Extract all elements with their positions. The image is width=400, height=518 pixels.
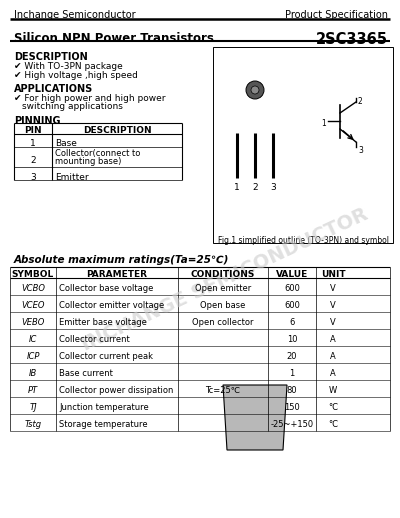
Text: W: W [329, 386, 337, 395]
Text: 10: 10 [287, 335, 297, 344]
Text: -25~+150: -25~+150 [270, 420, 314, 429]
Text: Collector current: Collector current [59, 335, 130, 344]
Text: A: A [330, 335, 336, 344]
Text: Emitter base voltage: Emitter base voltage [59, 318, 147, 327]
Text: V: V [330, 284, 336, 293]
Text: INCHANGE SEMICONDUCTOR: INCHANGE SEMICONDUCTOR [79, 205, 371, 355]
Text: 150: 150 [284, 403, 300, 412]
Text: VEBO: VEBO [21, 318, 45, 327]
Text: 6: 6 [289, 318, 295, 327]
Text: IB: IB [29, 369, 37, 378]
Text: °C: °C [328, 420, 338, 429]
Text: A: A [330, 352, 336, 361]
Text: SYMBOL: SYMBOL [12, 270, 54, 279]
Text: Collector(connect to: Collector(connect to [55, 149, 140, 158]
Circle shape [246, 81, 264, 99]
Text: V: V [330, 301, 336, 310]
Text: switching applications: switching applications [22, 102, 123, 111]
Text: 1: 1 [289, 369, 295, 378]
Text: 1: 1 [234, 183, 240, 192]
Text: mounting base): mounting base) [55, 157, 121, 166]
Text: Base current: Base current [59, 369, 113, 378]
Text: CONDITIONS: CONDITIONS [191, 270, 255, 279]
Text: Inchange Semiconductor: Inchange Semiconductor [14, 10, 136, 20]
Text: DESCRIPTION: DESCRIPTION [83, 126, 151, 135]
Text: Collector base voltage: Collector base voltage [59, 284, 153, 293]
Text: VCBO: VCBO [21, 284, 45, 293]
Text: 600: 600 [284, 301, 300, 310]
Text: 3: 3 [358, 146, 363, 155]
Text: 2: 2 [358, 97, 363, 106]
Text: Absolute maximum ratings(Ta=25℃): Absolute maximum ratings(Ta=25℃) [14, 255, 229, 265]
Bar [213, 47, 393, 243]
Text: Storage temperature: Storage temperature [59, 420, 148, 429]
Text: 600: 600 [284, 284, 300, 293]
Text: 2SC3365: 2SC3365 [316, 32, 388, 47]
Text: TJ: TJ [29, 403, 37, 412]
Text: Collector power dissipation: Collector power dissipation [59, 386, 173, 395]
Text: VALUE: VALUE [276, 270, 308, 279]
Text: PINNING: PINNING [14, 116, 60, 126]
Text: 1: 1 [30, 139, 36, 149]
Text: Base: Base [55, 139, 77, 149]
Text: PARAMETER: PARAMETER [86, 270, 148, 279]
Text: Tc=25℃: Tc=25℃ [206, 386, 240, 395]
Text: Collector emitter voltage: Collector emitter voltage [59, 301, 164, 310]
Text: 3: 3 [270, 183, 276, 192]
Text: Emitter: Emitter [55, 172, 89, 181]
Text: ✔ High voltage ,high speed: ✔ High voltage ,high speed [14, 71, 138, 80]
Text: A: A [330, 369, 336, 378]
Text: ICP: ICP [26, 352, 40, 361]
Text: 1: 1 [321, 119, 326, 128]
Text: DESCRIPTION: DESCRIPTION [14, 52, 88, 62]
Text: 20: 20 [287, 352, 297, 361]
Text: Open emitter: Open emitter [195, 284, 251, 293]
Text: PIN: PIN [24, 126, 42, 135]
Text: V: V [330, 318, 336, 327]
Text: Open collector: Open collector [192, 318, 254, 327]
Text: 2: 2 [252, 183, 258, 192]
Text: Silicon NPN Power Transistors: Silicon NPN Power Transistors [14, 32, 214, 45]
Text: 3: 3 [30, 172, 36, 181]
Text: ✔ With TO-3PN package: ✔ With TO-3PN package [14, 62, 123, 71]
Text: 2: 2 [30, 156, 36, 165]
Text: Tstg: Tstg [24, 420, 42, 429]
Text: PT: PT [28, 386, 38, 395]
Text: UNIT: UNIT [321, 270, 345, 279]
Text: Junction temperature: Junction temperature [59, 403, 149, 412]
Text: ✔ For high power and high power: ✔ For high power and high power [14, 94, 166, 103]
Text: Collector current peak: Collector current peak [59, 352, 153, 361]
Circle shape [251, 86, 259, 94]
Text: 80: 80 [287, 386, 297, 395]
Text: VCEO: VCEO [21, 301, 45, 310]
Text: Product Specification: Product Specification [285, 10, 388, 20]
Polygon shape [223, 385, 287, 450]
Text: Fig.1 simplified outline (TO-3PN) and symbol: Fig.1 simplified outline (TO-3PN) and sy… [218, 236, 388, 245]
Text: IC: IC [29, 335, 37, 344]
Text: °C: °C [328, 403, 338, 412]
Text: Open base: Open base [200, 301, 246, 310]
Text: APPLICATIONS: APPLICATIONS [14, 84, 93, 94]
